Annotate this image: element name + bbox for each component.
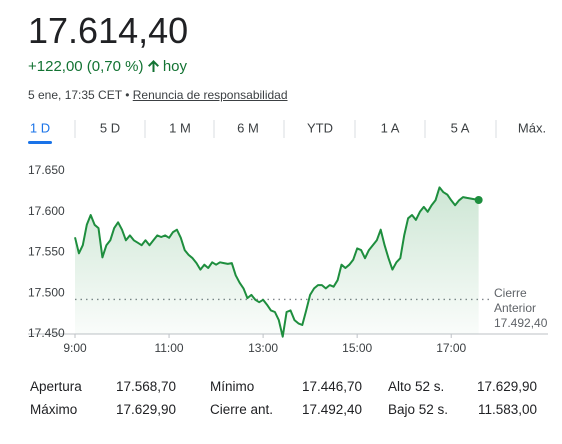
timestamp-row: 5 ene, 17:35 CET • Renuncia de responsab… bbox=[28, 88, 288, 102]
x-tick-label: 17:00 bbox=[436, 341, 466, 355]
range-tab[interactable]: 5 D bbox=[100, 120, 120, 135]
range-tab[interactable]: 6 M bbox=[237, 120, 259, 135]
disclaimer-link[interactable]: Renuncia de responsabilidad bbox=[132, 88, 288, 102]
range-tab[interactable]: 5 A bbox=[451, 120, 470, 135]
chart: 1 D 5 D 1 M 6 M YTD 1 A 5 A Máx. 17.450 17.500 17.… bbox=[28, 120, 548, 355]
stat-value: 17.629,90 bbox=[115, 402, 176, 417]
previous-close-annotation: Cierre Anterior 17.492,40 bbox=[494, 286, 554, 331]
stat-value: 11.583,00 bbox=[477, 402, 537, 417]
y-tick-label: 17.600 bbox=[28, 204, 65, 218]
range-tab[interactable]: Máx. bbox=[518, 120, 546, 135]
stat-label: Apertura bbox=[30, 379, 82, 394]
previous-close-label: Cierre Anterior bbox=[494, 286, 537, 315]
period: hoy bbox=[162, 58, 188, 75]
y-tick-label: 17.550 bbox=[28, 245, 65, 259]
stat-value: 17.446,70 bbox=[301, 379, 362, 394]
price-line bbox=[74, 186, 479, 338]
stat-value: 17.568,70 bbox=[115, 379, 176, 394]
price: 17.614,40 bbox=[28, 10, 189, 51]
x-tick-label: 9:00 bbox=[63, 341, 87, 355]
stat-label: Alto 52 s. bbox=[388, 379, 445, 394]
previous-close-value: 17.492,40 bbox=[494, 316, 548, 330]
stat-value: 17.629,90 bbox=[476, 379, 537, 394]
x-tick-label: 11:00 bbox=[154, 341, 183, 355]
range-tab[interactable]: YTD bbox=[307, 120, 333, 135]
timestamp: 5 ene, 17:35 CET bbox=[28, 88, 122, 102]
separator: • bbox=[125, 88, 130, 102]
tab-indicator bbox=[28, 141, 52, 144]
y-tick-label: 17.450 bbox=[28, 326, 65, 340]
range-tab[interactable]: 1 A bbox=[381, 120, 400, 135]
stat-label: Cierre ant. bbox=[210, 402, 274, 417]
range-tab[interactable]: 1 D bbox=[30, 120, 50, 135]
last-point bbox=[474, 196, 483, 205]
area bbox=[75, 187, 479, 337]
x-tick-label: 15:00 bbox=[342, 341, 372, 355]
change-row: +122,00 (0,70 %) hoy bbox=[28, 58, 187, 75]
range-tab[interactable]: 1 M bbox=[169, 120, 191, 135]
change: +122,00 (0,70 %) bbox=[28, 58, 144, 75]
y-tick-label: 17.650 bbox=[28, 163, 65, 177]
up-arrow bbox=[147, 60, 159, 72]
stat-label: Máximo bbox=[30, 402, 78, 417]
y-tick-label: 17.500 bbox=[28, 285, 65, 299]
stat-value: 17.492,40 bbox=[301, 402, 362, 417]
x-tick-label: 13:00 bbox=[248, 341, 278, 355]
stat-label: Mínimo bbox=[210, 379, 255, 394]
stat-label: Bajo 52 s. bbox=[388, 402, 449, 417]
